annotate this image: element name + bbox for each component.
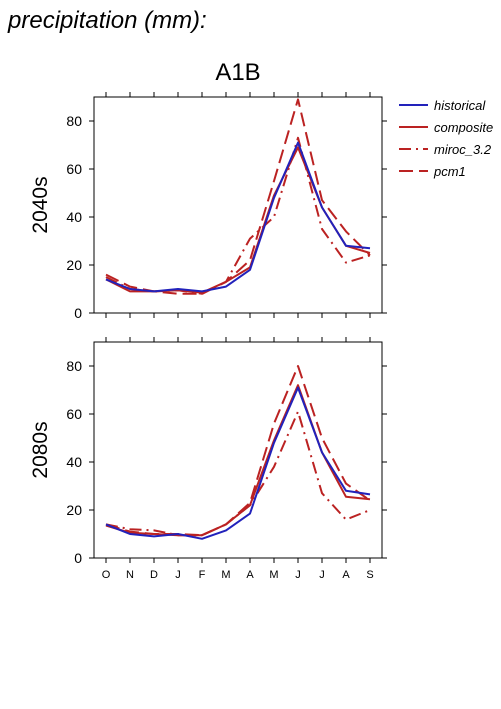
panel-2080s: 0 20 40 60 80 O N D J F M A M J J A S 2080s [29, 337, 387, 581]
x-tick-label: S [366, 569, 373, 581]
x-tick-label: D [150, 569, 158, 581]
legend-label-miroc_3.2: miroc_3.2 [434, 142, 492, 157]
plot-frame [93, 96, 383, 314]
y-tick-label: 80 [66, 358, 82, 374]
x-tick-label: J [319, 569, 325, 581]
y-tick-label: 0 [74, 305, 82, 321]
x-tick-label: J [295, 569, 301, 581]
scenario-title: A1B [215, 59, 260, 86]
legend: historical composite miroc_3.2 pcm1 [399, 98, 493, 179]
row-label-2080s: 2080s [29, 421, 52, 478]
x-tick-label: A [246, 569, 254, 581]
series-line-pcm1 [105, 365, 371, 537]
series-line-historical [105, 141, 371, 293]
y-tick-label: 60 [66, 406, 82, 422]
series-line-miroc_3.2 [105, 410, 371, 537]
legend-label-historical: historical [434, 98, 486, 113]
series-line-pcm1 [105, 98, 371, 295]
series-line-miroc_3.2 [105, 136, 371, 295]
series-line-historical [105, 386, 371, 540]
y-tick-label: 40 [66, 209, 82, 225]
y-tick-label: 60 [66, 161, 82, 177]
x-tick-label: N [126, 569, 134, 581]
y-tick-label: 80 [66, 113, 82, 129]
page-title: precipitation (mm): [7, 7, 207, 34]
x-tick-label: A [342, 569, 350, 581]
x-tick-label: O [102, 569, 111, 581]
y-tick-label: 40 [66, 454, 82, 470]
plot-frame [93, 341, 383, 559]
x-tick-label: J [175, 569, 181, 581]
y-tick-label: 0 [74, 550, 82, 566]
row-label-2040s: 2040s [29, 176, 52, 233]
legend-label-composite: composite [434, 120, 493, 135]
panel-2040s: 0 20 40 60 80 2040s [29, 92, 387, 321]
legend-label-pcm1: pcm1 [433, 164, 466, 179]
chart-panels: 0 20 40 60 80 2040s 0 20 40 60 80 O N D J F M A M J J A S 2080s [29, 92, 387, 581]
x-tick-label: M [269, 569, 278, 581]
y-tick-label: 20 [66, 502, 82, 518]
x-tick-label: F [199, 569, 206, 581]
x-tick-label: M [221, 569, 230, 581]
y-tick-label: 20 [66, 257, 82, 273]
